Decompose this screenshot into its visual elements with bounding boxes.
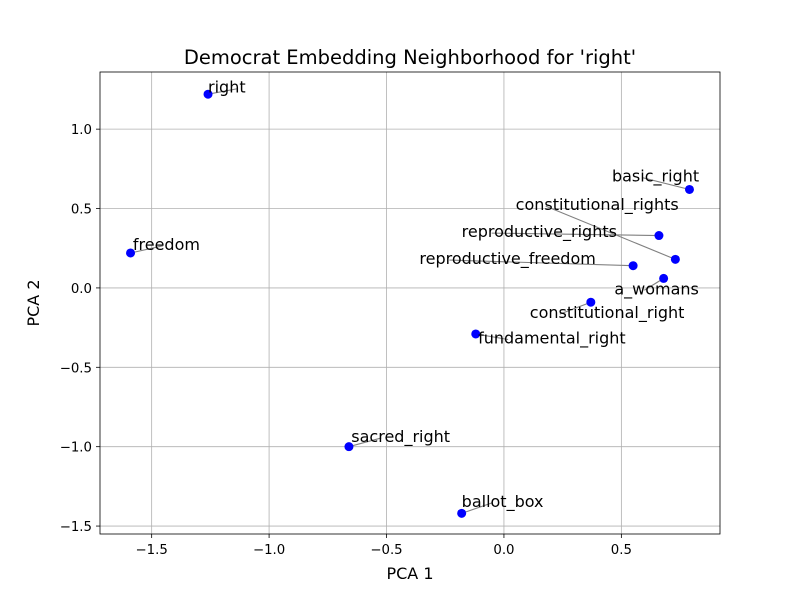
leader-line <box>348 437 382 448</box>
leader-line <box>449 259 634 267</box>
data-point <box>684 184 694 194</box>
x-tick-label: 0.5 <box>611 543 632 558</box>
point-label: ballot_box <box>462 492 544 512</box>
point-label: reproductive_freedom <box>419 249 595 269</box>
leader-line <box>545 205 676 260</box>
leader-line <box>491 232 659 237</box>
y-tick-label: −1.5 <box>60 520 92 535</box>
point-label: constitutional_right <box>530 303 685 323</box>
y-tick-label: 0.0 <box>71 282 92 297</box>
data-point <box>659 273 669 283</box>
y-tick-label: −1.0 <box>60 441 92 456</box>
data-point <box>628 261 638 271</box>
data-point <box>126 248 136 258</box>
point-label: sacred_right <box>351 427 450 447</box>
point-label: freedom <box>133 235 200 254</box>
data-point <box>344 442 354 452</box>
y-axis-label: PCA 2 <box>24 279 43 326</box>
x-axis-label: PCA 1 <box>386 564 433 583</box>
x-tick-label: −0.5 <box>370 543 402 558</box>
point-labels: right freedom basic_right constitutional_ri… <box>133 78 699 512</box>
y-tick-label: −0.5 <box>60 361 92 376</box>
x-tick-label: −1.0 <box>253 543 285 558</box>
point-label: fundamental_right <box>478 328 626 348</box>
data-point <box>457 508 467 518</box>
data-point <box>586 297 596 307</box>
leader-line <box>130 245 163 254</box>
x-tick-label: 0.0 <box>493 543 514 558</box>
y-axis-ticks: −1.5 −1.0 −0.5 0.0 0.5 1.0 <box>60 123 100 535</box>
y-tick-label: 1.0 <box>71 123 92 138</box>
point-label: right <box>208 78 246 97</box>
plot-frame <box>99 71 721 535</box>
data-point <box>471 329 481 339</box>
leader-line <box>461 502 492 514</box>
label-leader-lines <box>130 88 690 514</box>
chart-title: Democrat Embedding Neighborhood for 'rig… <box>184 46 636 69</box>
x-tick-label: −1.5 <box>136 543 168 558</box>
y-tick-label: 0.5 <box>71 203 92 218</box>
point-label: a_womans <box>614 279 699 299</box>
point-label: reproductive_rights <box>462 222 617 242</box>
leader-line <box>641 177 690 191</box>
data-point <box>203 89 213 99</box>
data-point <box>654 231 664 241</box>
data-point <box>670 254 680 264</box>
leader-line <box>475 333 509 341</box>
grid-lines <box>100 72 720 534</box>
x-axis-ticks: −1.5 −1.0 −0.5 0.0 0.5 <box>136 534 632 558</box>
point-label: constitutional_rights <box>516 195 679 215</box>
leader-line <box>207 88 239 95</box>
data-points <box>126 89 694 518</box>
point-label: basic_right <box>612 167 699 187</box>
leader-line <box>559 301 592 315</box>
